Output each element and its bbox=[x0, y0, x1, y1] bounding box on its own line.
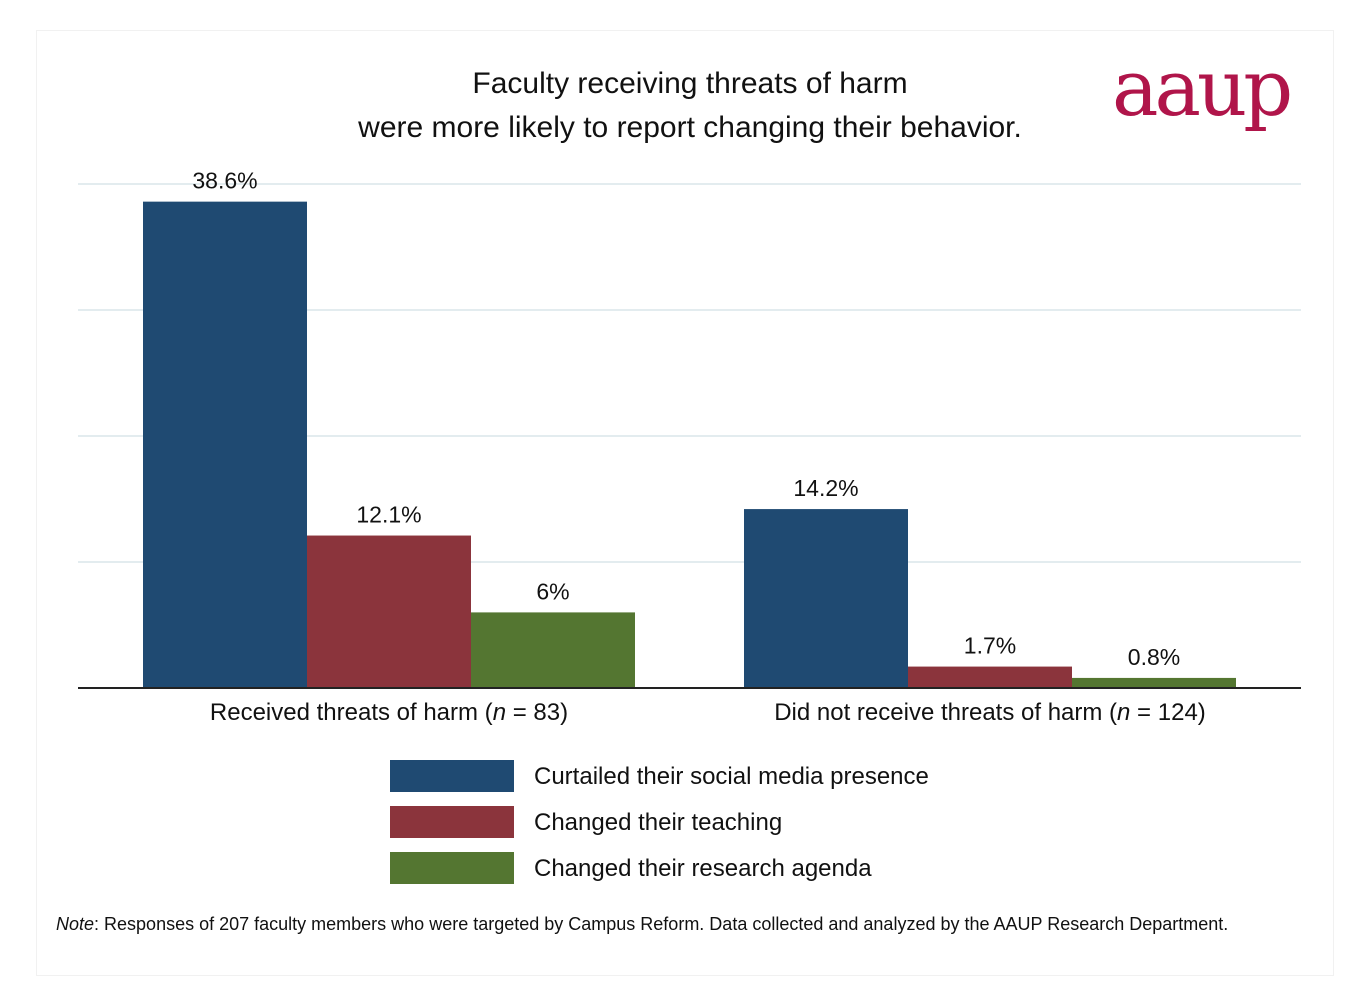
x-category-label-received: Received threats of harm (n = 83) bbox=[89, 698, 689, 728]
footnote-text: : Responses of 207 faculty members who w… bbox=[94, 914, 1229, 934]
bar bbox=[1072, 677, 1236, 688]
bar bbox=[908, 666, 1072, 688]
bar bbox=[307, 535, 471, 688]
bar bbox=[471, 612, 635, 688]
data-label: 6% bbox=[536, 578, 569, 604]
legend: Curtailed their social media presence Ch… bbox=[390, 758, 990, 896]
data-label: 1.7% bbox=[964, 633, 1016, 659]
legend-item-teaching: Changed their teaching bbox=[390, 804, 990, 850]
aaup-logo: aaup bbox=[1112, 44, 1293, 134]
legend-label: Changed their research agenda bbox=[534, 855, 872, 882]
bar bbox=[744, 509, 908, 688]
x-category-text: Received threats of harm ( bbox=[209, 699, 493, 726]
data-label: 0.8% bbox=[1128, 644, 1180, 670]
data-label: 14.2% bbox=[793, 475, 858, 501]
x-category-n: n bbox=[492, 699, 507, 726]
data-label: 38.6% bbox=[192, 168, 257, 194]
bar bbox=[143, 201, 307, 688]
x-category-n: n bbox=[1117, 699, 1131, 726]
footnote-lead: Note bbox=[56, 914, 95, 934]
x-category-count: = 124) bbox=[1130, 699, 1206, 726]
legend-item-social-media: Curtailed their social media presence bbox=[390, 758, 990, 804]
legend-label: Changed their teaching bbox=[534, 809, 783, 836]
legend-swatch bbox=[390, 852, 514, 884]
footnote: Note: Responses of 207 faculty members w… bbox=[56, 912, 1228, 936]
bars bbox=[143, 201, 1236, 688]
legend-item-research: Changed their research agenda bbox=[390, 850, 990, 896]
x-category-label-not-received: Did not receive threats of harm (n = 124… bbox=[690, 698, 1290, 728]
legend-swatch bbox=[390, 760, 514, 792]
x-category-count: = 83) bbox=[506, 699, 569, 726]
chart-title-line-1: Faculty receiving threats of harm bbox=[472, 67, 908, 100]
legend-swatch bbox=[390, 806, 514, 838]
chart-title-line-2: were more likely to report changing thei… bbox=[358, 111, 1022, 144]
data-label: 12.1% bbox=[356, 502, 421, 528]
legend-label: Curtailed their social media presence bbox=[534, 763, 929, 790]
x-category-text: Did not receive threats of harm ( bbox=[774, 699, 1118, 726]
data-labels: 38.6% 12.1% 6% 14.2% 1.7% 0.8% bbox=[192, 168, 1180, 670]
